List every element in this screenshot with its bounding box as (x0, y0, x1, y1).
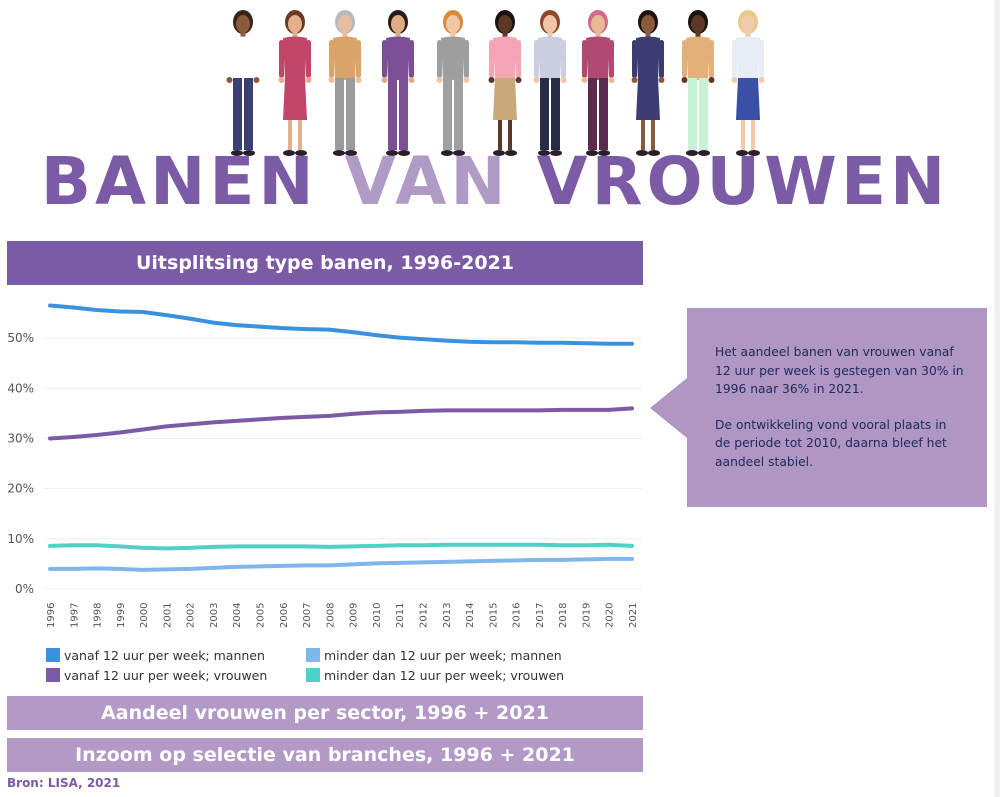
x-tick-label: 2014 (465, 603, 476, 628)
x-tick-label: 2013 (442, 603, 453, 628)
x-tick-label: 2017 (535, 603, 546, 628)
x-tick-label: 2005 (256, 603, 267, 628)
x-tick-label: 1997 (69, 603, 80, 628)
x-tick-label: 2009 (349, 603, 360, 628)
y-tick-label: 10% (7, 532, 34, 546)
title-word-banen: BANEN (40, 143, 318, 220)
x-tick-label: 2003 (209, 603, 220, 628)
y-tick-label: 20% (7, 482, 34, 496)
y-tick-label: 30% (7, 431, 34, 445)
title-word-vrouwen: VROUWEN (536, 143, 950, 220)
x-tick-label: 2011 (395, 603, 406, 628)
callout-text: Het aandeel banen van vrouwen vanaf 12 u… (715, 343, 965, 488)
legend-swatch (46, 648, 60, 662)
y-tick-label: 0% (15, 582, 34, 596)
window-scrollbar[interactable] (994, 0, 1000, 797)
legend-label: minder dan 12 uur per week; mannen (324, 648, 562, 663)
x-tick-label: 2004 (232, 603, 243, 628)
legend-swatch (306, 668, 320, 682)
chart-section-header[interactable]: Uitsplitsing type banen, 1996-2021 (7, 241, 643, 285)
y-tick-label: 50% (7, 331, 34, 345)
x-tick-label: 2015 (488, 603, 499, 628)
x-tick-label: 2016 (512, 603, 523, 628)
legend-swatch (46, 668, 60, 682)
legend-label: vanaf 12 uur per week; vrouwen (64, 668, 268, 683)
page-title: BANEN VAN VROUWEN (0, 146, 990, 218)
legend-label: minder dan 12 uur per week; vrouwen (324, 668, 565, 683)
series-line-4 (48, 542, 634, 551)
x-tick-label: 2006 (279, 603, 290, 628)
y-tick-label: 40% (7, 381, 34, 395)
x-tick-label: 2002 (186, 603, 197, 628)
x-tick-label: 2010 (372, 603, 383, 628)
x-tick-label: 2012 (418, 603, 429, 628)
x-tick-label: 2008 (325, 603, 336, 628)
x-tick-label: 2021 (628, 603, 639, 628)
x-tick-label: 1999 (116, 603, 127, 628)
x-tick-label: 2020 (605, 603, 616, 628)
callout-paragraph-2: De ontwikkeling vond vooral plaats in de… (715, 417, 947, 469)
source-note: Bron: LISA, 2021 (7, 776, 121, 790)
x-tick-label: 2019 (581, 603, 592, 628)
legend-item-women-under12[interactable]: minder dan 12 uur per week; vrouwen (306, 668, 564, 688)
series-line-3 (48, 556, 634, 572)
series-line-2 (48, 406, 634, 441)
chart-legend: vanaf 12 uur per week; mannen vanaf 12 u… (46, 648, 646, 690)
callout-paragraph-1: Het aandeel banen van vrouwen vanaf 12 u… (715, 345, 964, 396)
callout-pointer (650, 378, 687, 438)
legend-item-women-12plus[interactable]: vanaf 12 uur per week; vrouwen (46, 668, 267, 688)
legend-item-men-12plus[interactable]: vanaf 12 uur per week; mannen (46, 648, 265, 668)
insight-callout: Het aandeel banen van vrouwen vanaf 12 u… (687, 308, 987, 507)
legend-swatch (306, 648, 320, 662)
x-tick-label: 1998 (93, 603, 104, 628)
branches-section-header[interactable]: Inzoom op selectie van branches, 1996 + … (7, 738, 643, 772)
line-chart: 0% 10% 20% 30% 40% 50% 1996 1997 1998 1999 2000 200… (7, 303, 642, 628)
x-tick-label: 2001 (162, 603, 173, 628)
legend-label: vanaf 12 uur per week; mannen (64, 648, 265, 663)
women-group-illustration (226, 10, 765, 156)
x-tick-label: 1996 (46, 603, 57, 628)
legend-item-men-under12[interactable]: minder dan 12 uur per week; mannen (306, 648, 562, 668)
title-word-van: VAN (344, 143, 510, 220)
x-tick-label: 2007 (302, 603, 313, 628)
sector-section-header[interactable]: Aandeel vrouwen per sector, 1996 + 2021 (7, 696, 643, 730)
x-tick-label: 2000 (139, 603, 150, 628)
series-line-1 (48, 303, 634, 346)
x-tick-label: 2018 (558, 603, 569, 628)
